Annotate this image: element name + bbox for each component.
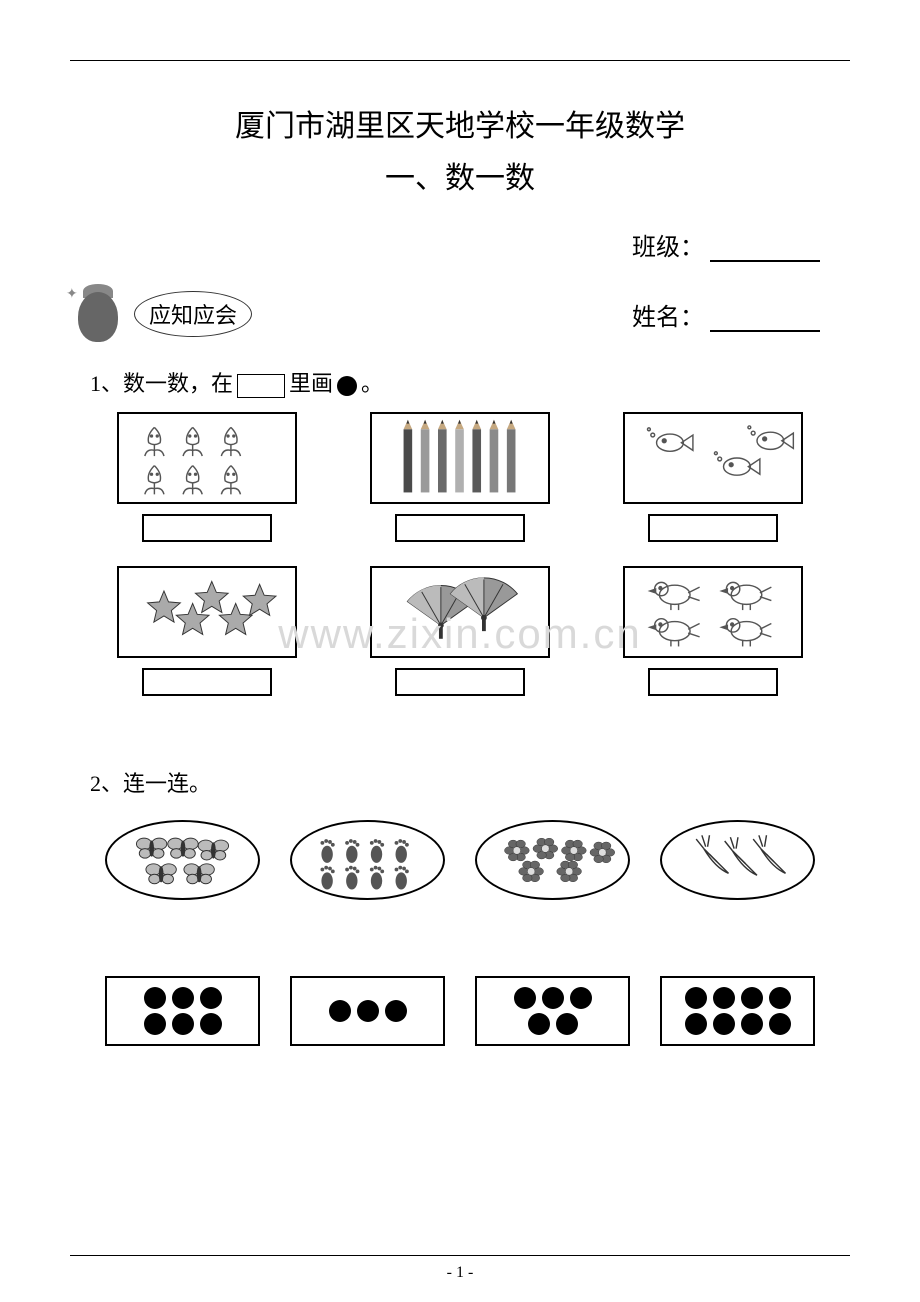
q1-answer-box-0[interactable]	[142, 514, 272, 542]
name-blank[interactable]	[710, 330, 820, 332]
dot-icon	[741, 1013, 763, 1035]
q2-oval-butterflies[interactable]	[105, 820, 260, 900]
mascot-icon: ✦	[70, 282, 126, 346]
q1-answer-box-4[interactable]	[395, 668, 525, 696]
class-field-row: 班级：	[70, 227, 850, 262]
top-rule	[70, 60, 850, 61]
q1-grid	[70, 412, 850, 696]
section-badge-text: 应知应会	[134, 291, 252, 337]
title-chapter: 一、数一数	[70, 153, 850, 197]
name-label: 姓名：	[632, 305, 704, 331]
q2-text: 2、连一连。	[90, 766, 850, 798]
dot-icon	[329, 1000, 351, 1022]
q1-mid: 里画	[289, 371, 333, 396]
fans-picture	[370, 566, 550, 658]
name-field-row: 姓名：	[632, 297, 850, 332]
page-footer: - 1 -	[0, 1255, 920, 1282]
stars-picture	[117, 566, 297, 658]
q1-cell-fans	[363, 566, 556, 696]
dot-icon	[713, 987, 735, 1009]
pencils-picture	[370, 412, 550, 504]
q1-cell-tulips	[110, 412, 303, 542]
goldfish-picture	[623, 412, 803, 504]
inline-dot-icon	[337, 376, 357, 396]
dot-icon	[172, 1013, 194, 1035]
dot-icon	[769, 987, 791, 1009]
q2-ovals-row	[70, 812, 850, 908]
dot-icon	[144, 987, 166, 1009]
q1-cell-goldfish	[617, 412, 810, 542]
q2-oval-footprints[interactable]	[290, 820, 445, 900]
dot-icon	[200, 1013, 222, 1035]
q1-answer-box-1[interactable]	[395, 514, 525, 542]
dot-icon	[542, 987, 564, 1009]
q1-answer-box-5[interactable]	[648, 668, 778, 696]
q2-oval-carrots[interactable]	[660, 820, 815, 900]
q1-text: 1、数一数，在 里画 。	[90, 366, 850, 398]
dot-icon	[528, 1013, 550, 1035]
q2-dotbox-6[interactable]	[105, 976, 260, 1046]
class-blank[interactable]	[710, 260, 820, 262]
q2-dotbox-8[interactable]	[660, 976, 815, 1046]
q1-answer-box-2[interactable]	[648, 514, 778, 542]
q2-rects-row	[70, 968, 850, 1054]
dot-icon	[741, 987, 763, 1009]
q1-cell-stars	[110, 566, 303, 696]
q1-cell-birds	[617, 566, 810, 696]
dot-icon	[556, 1013, 578, 1035]
dot-icon	[570, 987, 592, 1009]
dot-icon	[144, 1013, 166, 1035]
dot-icon	[357, 1000, 379, 1022]
dot-icon	[200, 987, 222, 1009]
dot-icon	[385, 1000, 407, 1022]
class-label: 班级：	[632, 235, 704, 261]
q1-answer-box-3[interactable]	[142, 668, 272, 696]
dot-icon	[713, 1013, 735, 1035]
page-number: - 1 -	[447, 1264, 474, 1281]
inline-box-icon	[237, 374, 285, 398]
tulips-picture	[117, 412, 297, 504]
dot-icon	[172, 987, 194, 1009]
dot-icon	[514, 987, 536, 1009]
dot-icon	[685, 987, 707, 1009]
q2-oval-flowers[interactable]	[475, 820, 630, 900]
mascot-badge: ✦ 应知应会	[70, 282, 252, 346]
q1-prefix: 1、数一数，在	[90, 371, 233, 396]
q2-dotbox-3[interactable]	[290, 976, 445, 1046]
birds-picture	[623, 566, 803, 658]
q1-suffix: 。	[361, 371, 383, 396]
dot-icon	[685, 1013, 707, 1035]
q1-cell-pencils	[363, 412, 556, 542]
q2-dotbox-5[interactable]	[475, 976, 630, 1046]
dot-icon	[769, 1013, 791, 1035]
title-school: 厦门市湖里区天地学校一年级数学	[70, 101, 850, 145]
